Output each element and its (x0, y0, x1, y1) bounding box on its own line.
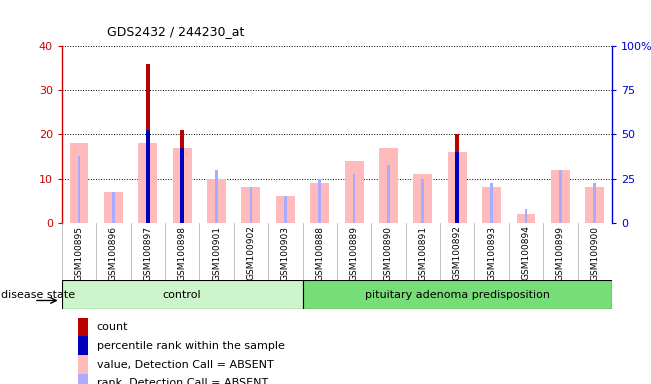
Bar (303, 280, 612, 309)
Text: GSM100889: GSM100889 (350, 226, 359, 281)
Bar (78, 355, 89, 374)
Text: rank, Detection Call = ABSENT: rank, Detection Call = ABSENT (96, 378, 268, 384)
Bar (181, 170, 184, 223)
Bar (559, 170, 562, 223)
Text: count: count (96, 322, 128, 332)
Bar (62, 280, 303, 309)
Bar (180, 130, 184, 223)
Text: GSM100901: GSM100901 (212, 226, 221, 281)
Text: percentile rank within the sample: percentile rank within the sample (96, 341, 284, 351)
Text: GSM100890: GSM100890 (384, 226, 393, 281)
Bar (173, 148, 191, 223)
Bar (344, 161, 363, 223)
Text: GSM100891: GSM100891 (419, 226, 427, 281)
Bar (70, 143, 89, 223)
Bar (77, 157, 81, 223)
Text: GSM100893: GSM100893 (487, 226, 496, 281)
Text: GSM100903: GSM100903 (281, 226, 290, 281)
Bar (104, 192, 123, 223)
Bar (379, 148, 398, 223)
Text: control: control (163, 290, 202, 300)
Text: GSM100898: GSM100898 (178, 226, 187, 281)
Text: GSM100900: GSM100900 (590, 226, 600, 281)
Bar (276, 196, 295, 223)
Bar (490, 183, 493, 223)
Bar (207, 179, 226, 223)
Bar (525, 210, 527, 223)
Bar (421, 179, 424, 223)
Bar (180, 148, 184, 223)
Bar (215, 170, 218, 223)
Bar (551, 170, 570, 223)
Bar (78, 336, 89, 356)
Text: GSM100894: GSM100894 (521, 226, 531, 280)
Bar (249, 187, 253, 223)
Bar (318, 179, 321, 223)
Text: GSM100897: GSM100897 (143, 226, 152, 281)
Bar (311, 183, 329, 223)
Bar (448, 152, 467, 223)
Bar (78, 318, 89, 337)
Text: GSM100902: GSM100902 (247, 226, 255, 280)
Text: GSM100896: GSM100896 (109, 226, 118, 281)
Text: GSM100892: GSM100892 (452, 226, 462, 280)
Bar (139, 143, 158, 223)
Bar (353, 174, 355, 223)
Text: GDS2432 / 244230_at: GDS2432 / 244230_at (107, 25, 245, 38)
Text: pituitary adenoma predisposition: pituitary adenoma predisposition (365, 290, 549, 300)
Bar (146, 130, 150, 223)
Text: disease state: disease state (1, 290, 76, 300)
Bar (456, 152, 458, 223)
Bar (585, 187, 604, 223)
Bar (112, 192, 115, 223)
Bar (284, 196, 286, 223)
Bar (387, 166, 390, 223)
Bar (78, 374, 89, 384)
Bar (455, 152, 460, 223)
Bar (516, 214, 535, 223)
Bar (593, 183, 596, 223)
Bar (413, 174, 432, 223)
Text: GSM100888: GSM100888 (315, 226, 324, 281)
Text: GSM100895: GSM100895 (74, 226, 83, 281)
Text: value, Detection Call = ABSENT: value, Detection Call = ABSENT (96, 360, 273, 370)
Text: GSM100899: GSM100899 (556, 226, 565, 281)
Bar (242, 187, 260, 223)
Bar (146, 130, 149, 223)
Bar (146, 64, 150, 223)
Bar (455, 134, 460, 223)
Bar (482, 187, 501, 223)
